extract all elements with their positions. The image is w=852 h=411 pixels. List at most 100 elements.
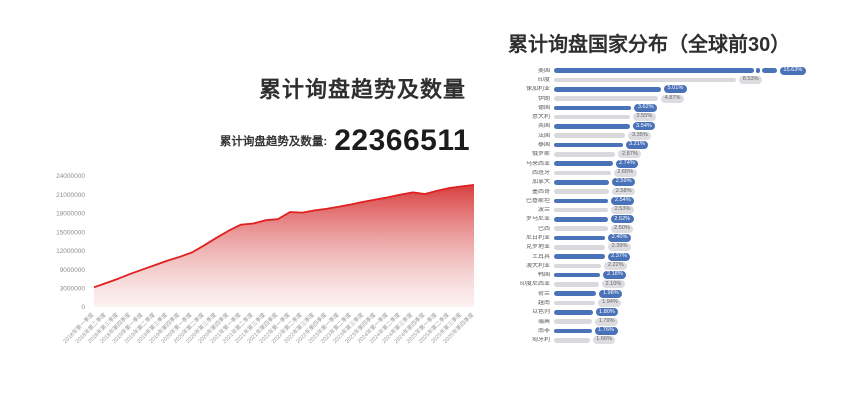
country-bar-track: 3.55% — [554, 113, 848, 122]
country-bar-row[interactable]: 匈牙利 1.66% — [504, 336, 848, 345]
country-bar-track: 2.39% — [554, 243, 848, 252]
country-bar-row[interactable]: 伊朗 4.87% — [504, 94, 848, 103]
country-bar-track: 3.62% — [554, 103, 848, 112]
country-bar-row[interactable]: 南非 1.76% — [504, 326, 848, 335]
trend-y-axis-label: 15000000 — [56, 229, 85, 236]
country-bar-row[interactable]: 西班牙 2.65% — [504, 168, 848, 177]
country-bar-row[interactable]: 波兰 2.53% — [504, 205, 848, 215]
trend-y-axis-label: 3000000 — [60, 285, 86, 292]
country-bar-row[interactable]: 澳大利亚 2.22% — [504, 261, 848, 270]
country-bar-row[interactable]: 荷兰 1.98% — [504, 289, 848, 298]
country-bar-track: 1.80% — [554, 308, 848, 317]
country-percentage-badge: 2.54% — [611, 196, 635, 205]
country-bar-track: 2.87% — [554, 150, 848, 159]
country-bar-row[interactable]: 巴基斯坦 2.54% — [504, 196, 848, 205]
country-bar-track: 1.94% — [554, 299, 848, 308]
country-panel: 累计询盘国家分布（全球前30） 美国 15.63% 印度 8.53% 保加利亚 5.01%… — [500, 0, 852, 411]
country-bar-row[interactable]: 德国 3.62% — [504, 103, 848, 112]
country-bar — [554, 105, 632, 111]
country-bar-row[interactable]: 印度尼西亚 2.10% — [504, 280, 848, 289]
country-name-label: 澳大利亚 — [525, 262, 550, 269]
country-bar-row[interactable]: 马来西亚 2.74% — [504, 159, 848, 168]
country-bar — [554, 152, 616, 157]
country-bar-track: 2.18% — [554, 271, 848, 280]
country-bar-track: 2.58% — [554, 187, 848, 196]
country-bar-chart[interactable]: 美国 15.63% 印度 8.53% 保加利亚 5.01% 伊朗 4.87% 德国 3.62% 意大… — [504, 66, 848, 345]
country-bar-row[interactable]: 意大利 3.55% — [504, 112, 848, 122]
country-name-label: 印度 — [537, 76, 550, 83]
country-percentage-badge: 2.59% — [612, 178, 636, 187]
country-percentage-badge: 1.76% — [594, 326, 618, 335]
country-bar-row[interactable]: 克罗地亚 2.39% — [504, 243, 848, 252]
trend-y-axis-label: 9000000 — [60, 267, 86, 274]
country-bar-row[interactable]: 越南 1.94% — [504, 298, 848, 308]
country-name-label: 尼日利亚 — [525, 234, 550, 241]
country-percentage-badge: 2.22% — [604, 261, 628, 270]
country-name-label: 越南 — [537, 300, 550, 307]
country-name-label: 马来西亚 — [525, 160, 550, 167]
country-bar-row[interactable]: 瑞典 1.79% — [504, 317, 848, 326]
country-name-label: 俄罗斯 — [531, 151, 550, 158]
country-bar-row[interactable]: 泰国 3.21% — [504, 140, 848, 149]
country-chart-title: 累计询盘国家分布（全球前30） — [508, 34, 791, 56]
country-percentage-badge: 5.01% — [664, 85, 687, 94]
trend-chart-title: 累计询盘趋势及数量 — [258, 77, 466, 102]
country-bar-track: 5.01% — [554, 85, 848, 94]
country-bar-row[interactable]: 印度 8.53% — [504, 75, 848, 84]
country-bar-row[interactable]: 美国 15.63% — [504, 66, 848, 75]
trend-area-chart[interactable]: 24000000 21000000 18000000 15000000 12000000… — [12, 160, 490, 405]
country-bar — [554, 254, 605, 259]
country-percentage-badge: 3.35% — [628, 131, 652, 140]
country-bar — [554, 179, 610, 185]
country-bar — [554, 263, 602, 269]
country-bar-row[interactable]: 以色列 1.80% — [504, 308, 848, 317]
country-bar-row[interactable]: 保加利亚 5.01% — [504, 85, 848, 94]
country-bar-track: 1.79% — [554, 317, 848, 326]
country-bar-track: 2.37% — [554, 252, 848, 261]
country-percentage-badge: 2.53% — [611, 206, 634, 215]
country-bar-track: 2.59% — [554, 178, 848, 187]
trend-y-axis-label: 21000000 — [56, 192, 85, 199]
country-name-label: 印度尼西亚 — [519, 281, 550, 288]
country-bar-row[interactable]: 巴西 2.50% — [504, 224, 848, 233]
country-bar — [554, 244, 606, 250]
country-bar-track: 8.53% — [554, 75, 848, 84]
country-bar-row[interactable]: 俄罗斯 2.87% — [504, 150, 848, 159]
country-bar-row[interactable]: 韩国 2.18% — [504, 271, 848, 280]
country-name-label: 韩国 — [537, 272, 550, 279]
country-name-label: 加拿大 — [531, 179, 550, 186]
country-name-label: 泰国 — [537, 142, 550, 149]
country-name-label: 意大利 — [531, 114, 550, 121]
country-bar — [554, 226, 608, 231]
country-percentage-badge: 4.87% — [661, 94, 684, 103]
bar-break-cap — [761, 68, 777, 73]
country-bar-track: 2.22% — [554, 261, 848, 270]
country-bar-row[interactable]: 加拿大 2.59% — [504, 178, 848, 187]
country-percentage-badge: 2.50% — [610, 224, 634, 233]
country-bar — [554, 170, 611, 176]
country-percentage-badge: 3.55% — [632, 113, 656, 122]
trend-headline-label: 累计询盘趋势及数量: — [219, 136, 328, 148]
country-bar-row[interactable]: 法国 3.35% — [504, 131, 848, 140]
country-bar-track: 15.63% — [554, 66, 848, 75]
country-bar-row[interactable]: 墨西哥 2.58% — [504, 187, 848, 196]
country-percentage-badge: 2.74% — [615, 159, 639, 168]
country-name-label: 英国 — [537, 123, 550, 130]
country-bar-track: 1.66% — [554, 336, 848, 345]
country-bar-track: 3.21% — [554, 141, 848, 149]
country-name-label: 罗马尼亚 — [525, 216, 550, 223]
country-percentage-badge: 2.65% — [613, 168, 637, 177]
country-bar-row[interactable]: 土耳其 2.37% — [504, 252, 848, 261]
country-bar — [554, 319, 593, 324]
country-name-label: 以色列 — [531, 309, 550, 316]
country-bar-track: 1.76% — [554, 326, 848, 335]
country-bar-track: 4.87% — [554, 94, 848, 103]
country-bar — [554, 282, 599, 287]
country-bar-track: 3.35% — [554, 131, 848, 140]
country-bar-row[interactable]: 尼日利亚 2.40% — [504, 233, 848, 242]
country-bar — [554, 124, 630, 129]
country-bar-row[interactable]: 英国 3.54% — [504, 122, 848, 131]
country-name-label: 德国 — [537, 104, 550, 111]
trend-y-axis-label: 12000000 — [56, 248, 85, 255]
country-bar-row[interactable]: 罗马尼亚 2.52% — [504, 215, 848, 224]
